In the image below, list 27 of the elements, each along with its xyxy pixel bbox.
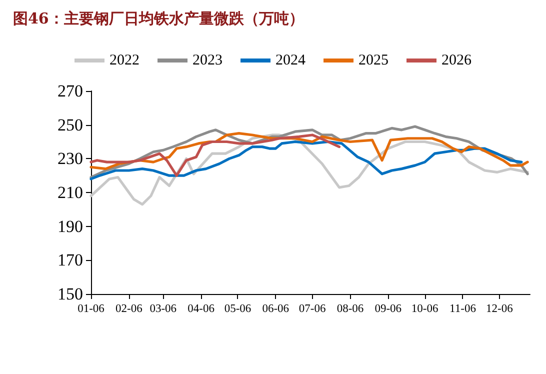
legend-label: 2022 (110, 52, 140, 68)
x-tick-label: 06-06 (262, 303, 290, 315)
legend-label: 2024 (276, 52, 306, 68)
y-tick-label: 210 (58, 183, 83, 202)
legend-label: 2025 (358, 52, 388, 68)
x-tick-label: 01-06 (78, 303, 105, 315)
x-tick-label: 11-06 (450, 303, 476, 315)
y-tick-label: 150 (58, 284, 83, 304)
legend-label: 2026 (442, 52, 472, 68)
chart-title: 图46：主要钢厂日均铁水产量微跌（万吨） (13, 10, 304, 28)
y-tick-label: 170 (58, 250, 83, 270)
line-series (90, 140, 523, 180)
y-tick-label: 250 (58, 115, 83, 134)
x-tick-label: 08-06 (336, 303, 364, 315)
x-tick-label: 04-06 (188, 303, 215, 315)
x-tick-label: 02-06 (115, 303, 143, 315)
legend-label: 2023 (192, 52, 222, 68)
x-tick-label: 09-06 (374, 303, 402, 315)
y-tick-label: 190 (58, 216, 83, 236)
x-tick-label: 03-06 (150, 303, 177, 315)
y-tick-label: 270 (58, 82, 83, 100)
line-series (90, 134, 341, 177)
x-tick-label: 05-06 (224, 303, 252, 315)
x-tick-label: 07-06 (298, 303, 326, 315)
x-tick-label: 10-06 (411, 303, 438, 315)
y-tick-label: 230 (58, 149, 83, 168)
x-tick-label: 12-06 (486, 303, 514, 315)
